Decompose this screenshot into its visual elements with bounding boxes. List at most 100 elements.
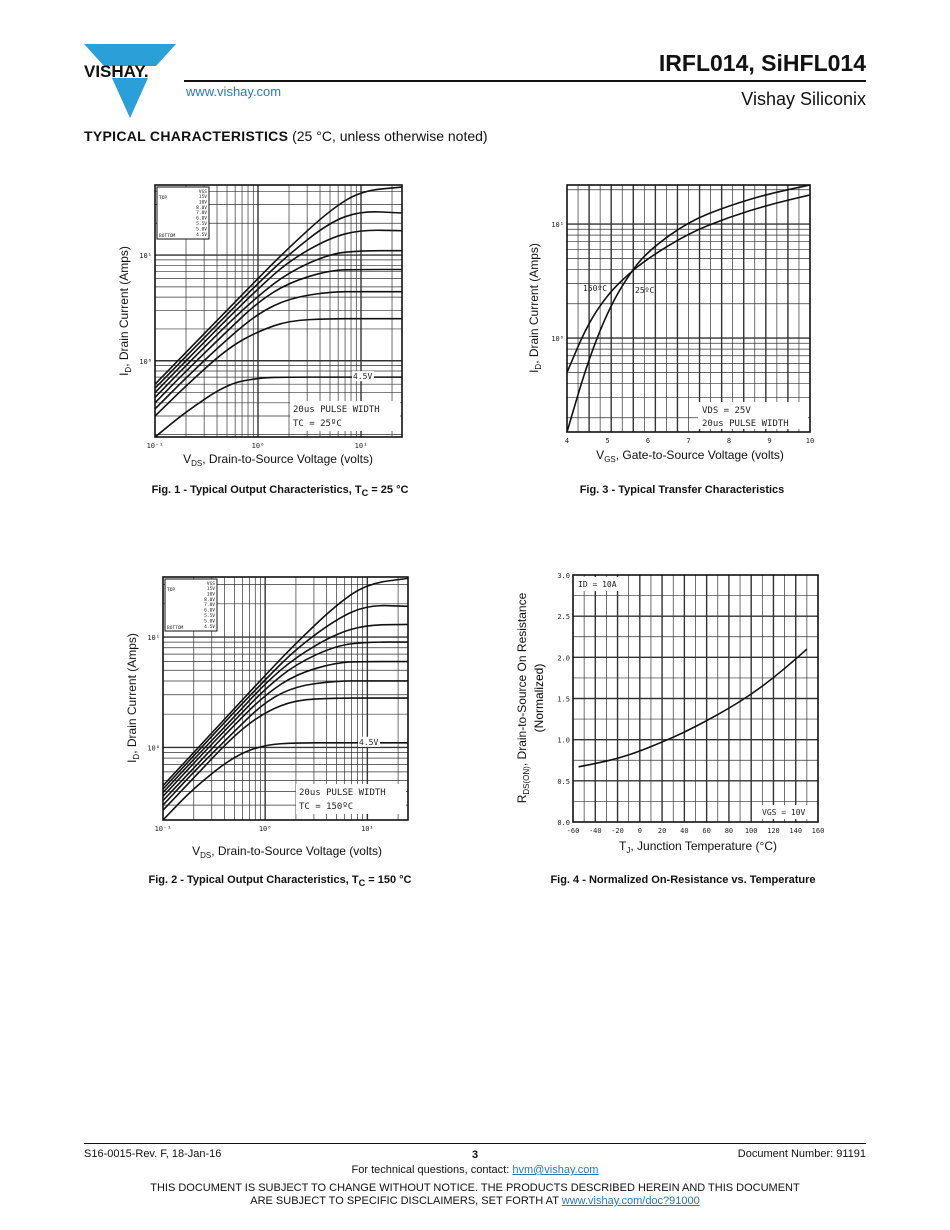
label-rest: , Drain-to-Source Voltage (volts) bbox=[202, 452, 373, 466]
label-main: V bbox=[183, 452, 191, 466]
fig2-x-tick-label: 10⁻¹ bbox=[155, 825, 172, 833]
label-sub: DS bbox=[200, 851, 211, 860]
fig4-plot-frame bbox=[572, 574, 819, 823]
fig4-y-tick-label: 3.0 bbox=[557, 572, 570, 580]
fig4-y-tick-label: 2.0 bbox=[557, 654, 570, 662]
fig4-x-tick-label: 20 bbox=[658, 827, 666, 835]
fig1-x-axis-label: VDS, Drain-to-Source Voltage (volts) bbox=[183, 452, 373, 468]
disclaimer-link[interactable]: www.vishay.com/doc?91000 bbox=[561, 1195, 700, 1207]
fig3-x-tick-label: 6 bbox=[646, 437, 650, 445]
document-number: Document Number: 91191 bbox=[737, 1148, 866, 1160]
fig1-legend-header: VGS bbox=[199, 189, 207, 195]
fig3-x-axis-label-text: VGS, Gate-to-Source Voltage (volts) bbox=[596, 448, 784, 464]
fig4-x-tick-label: 120 bbox=[767, 827, 780, 835]
label-sub: D bbox=[132, 754, 141, 760]
label-sub: J bbox=[626, 846, 630, 855]
fig4-x-tick-label: -60 bbox=[567, 827, 580, 835]
fig2-x-axis-label-text: VDS, Drain-to-Source Voltage (volts) bbox=[192, 844, 382, 860]
fig2-y-axis-label-text: ID, Drain Current (Amps) bbox=[125, 633, 141, 763]
fig4-annotation-vgs-bg bbox=[758, 805, 816, 819]
label-main: I bbox=[527, 370, 541, 373]
fig1-series-line-3 bbox=[154, 249, 402, 398]
fig2-legend-entry: 10V bbox=[207, 591, 215, 597]
fig2-y-axis-label: ID, Drain Current (Amps) bbox=[125, 633, 141, 763]
label-main: V bbox=[596, 448, 604, 462]
fig1-legend-entry: 5.5V bbox=[196, 221, 207, 227]
fig3-annotation-vds: VDS = 25V bbox=[702, 406, 751, 416]
fig3-label-25c: 25ºC bbox=[635, 286, 654, 295]
fig2-series-line-1 bbox=[162, 604, 409, 790]
footer-revision: S16-0015-Rev. F, 18-Jan-16 bbox=[84, 1148, 222, 1160]
section-title: TYPICAL CHARACTERISTICS bbox=[84, 128, 289, 144]
fig3-y-axis-label-text: ID, Drain Current (Amps) bbox=[527, 243, 543, 373]
fig4-annotation-vgs: VGS = 10V bbox=[762, 808, 806, 817]
fig3-x-tick-label: 8 bbox=[727, 437, 731, 445]
fig2-y-tick-label: 10¹ bbox=[147, 634, 160, 642]
fig4-y-tick-label: 0.0 bbox=[557, 819, 570, 827]
fig2-legend-entry: 6.0V bbox=[204, 608, 215, 614]
fig2-x-tick-label: 10⁰ bbox=[259, 825, 272, 833]
fig1-legend-box bbox=[156, 186, 210, 240]
label-sub: DS bbox=[191, 459, 202, 468]
section-note: (25 °C, unless otherwise noted) bbox=[292, 128, 488, 144]
fig4-annotation-id: ID = 10A bbox=[578, 580, 617, 589]
fig2-annotation-45v: 4.5V bbox=[359, 738, 378, 747]
fig4-grid bbox=[573, 575, 818, 822]
footer-divider bbox=[84, 1143, 866, 1144]
page-number: 3 bbox=[471, 1149, 479, 1161]
label-rest: , Junction Temperature (°C) bbox=[630, 839, 777, 853]
fig3-label-150c: 150ºC bbox=[583, 284, 607, 293]
fig4-x-tick-label: 0 bbox=[638, 827, 642, 835]
header-divider bbox=[184, 80, 866, 82]
fig1-series-line-0 bbox=[154, 186, 403, 385]
fig2-series-line-3 bbox=[162, 641, 408, 797]
fig1-plot-frame bbox=[154, 184, 403, 438]
label-sub: GS bbox=[604, 455, 616, 464]
fig1-series-line-1 bbox=[154, 211, 403, 389]
fig1-x-tick-label: 10⁰ bbox=[252, 442, 265, 450]
fig2-legend-entry: 8.0V bbox=[204, 597, 215, 603]
fig2-legend-entry: 5.0V bbox=[204, 618, 215, 624]
fig3-x-tick-label: 5 bbox=[605, 437, 609, 445]
fig4-x-tick-label: -20 bbox=[611, 827, 624, 835]
fig4-caption: Fig. 4 - Normalized On-Resistance vs. Te… bbox=[550, 874, 816, 886]
fig1-y-axis-label-text: ID, Drain Current (Amps) bbox=[117, 246, 133, 376]
fig2-caption: Fig. 2 - Typical Output Characteristics,… bbox=[148, 874, 412, 889]
label-main: I bbox=[125, 760, 139, 763]
part-title: IRFL014, SiHFL014 bbox=[658, 50, 866, 76]
fig2-legend-entry: 5.5V bbox=[204, 613, 215, 619]
label-rest: , Drain Current (Amps) bbox=[117, 246, 131, 367]
fig1-legend-entry: 7.0V bbox=[196, 210, 207, 216]
fig4-x-tick-label: 160 bbox=[812, 827, 825, 835]
fig3-series-line-1 bbox=[566, 194, 811, 373]
label-main: R bbox=[515, 794, 529, 803]
fig4-y-axis-label-line2: (Normalized) bbox=[532, 664, 546, 733]
fig4-x-tick-label: 80 bbox=[725, 827, 733, 835]
label-main: T bbox=[619, 839, 627, 853]
fig2-legend-bottom: BOTTOM bbox=[167, 625, 184, 631]
fig2-legend-box bbox=[164, 578, 218, 632]
fig1-series-line-6 bbox=[154, 317, 402, 417]
disclaimer-line1: THIS DOCUMENT IS SUBJECT TO CHANGE WITHO… bbox=[150, 1182, 800, 1194]
fig3-y-tick-label: 10⁰ bbox=[551, 335, 564, 343]
fig1-legend-entry: 6.0V bbox=[196, 216, 207, 222]
label-rest: , Drain-to-Source On Resistance bbox=[515, 592, 529, 766]
fig1-legend-entry: 10V bbox=[199, 199, 207, 205]
fig2-y-tick-label: 10⁰ bbox=[147, 744, 160, 752]
fig1-y-tick-label: 10⁰ bbox=[139, 358, 152, 366]
fig3-y-tick-label: 10¹ bbox=[551, 221, 564, 229]
fig2-series-line-6 bbox=[162, 697, 408, 811]
fig2-annotation-pulse: 20us PULSE WIDTH bbox=[299, 788, 386, 798]
fig3-y-axis-label: ID, Drain Current (Amps) bbox=[527, 243, 543, 373]
label-main: V bbox=[192, 844, 200, 858]
website-link[interactable]: www.vishay.com bbox=[186, 84, 282, 99]
fig4-series-line-0 bbox=[578, 648, 808, 768]
fig3-caption: Fig. 3 - Typical Transfer Characteristic… bbox=[579, 484, 785, 496]
fig4-x-axis-label-text: TJ, Junction Temperature (°C) bbox=[619, 839, 777, 855]
fig1-series-line-5 bbox=[154, 290, 402, 410]
fig3-annotation-box bbox=[698, 402, 808, 429]
contact-email-link[interactable]: hvm@vishay.com bbox=[512, 1164, 599, 1176]
logo-text: VISHAY. bbox=[84, 62, 149, 81]
fig2-legend-entry: 15V bbox=[207, 586, 215, 592]
fig3-x-tick-label: 10 bbox=[806, 437, 814, 445]
